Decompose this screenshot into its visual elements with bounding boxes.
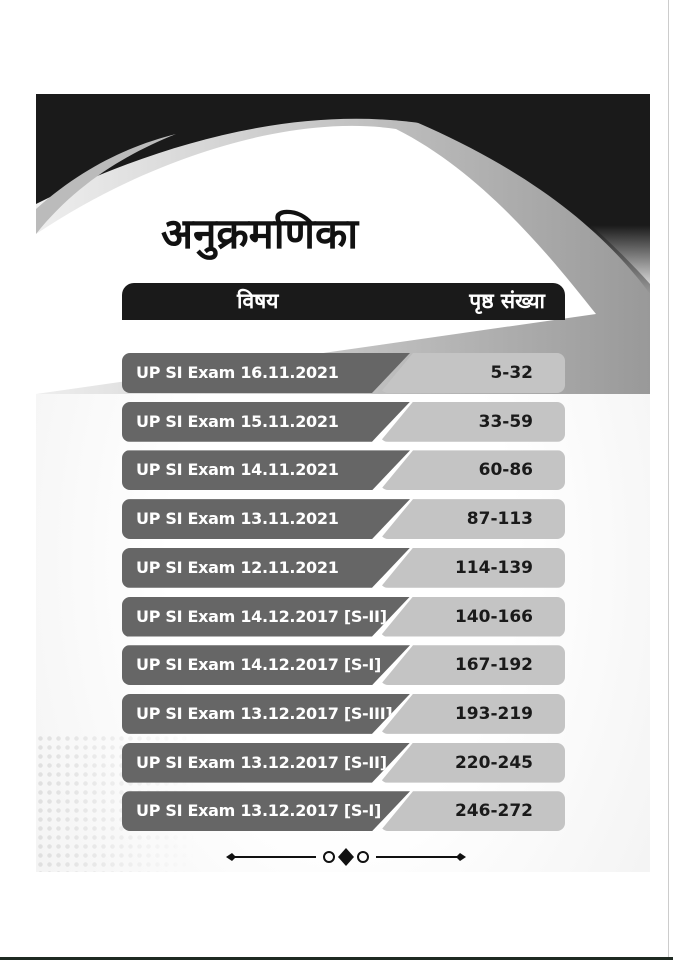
index-row: UP SI Exam 15.11.2021 33-59 [122, 401, 565, 442]
exam-label: UP SI Exam 13.12.2017 [S-II] [122, 742, 410, 783]
exam-label: UP SI Exam 14.11.2021 [122, 450, 410, 491]
pages-cell [380, 645, 565, 686]
page-range: 167-192 [454, 655, 533, 676]
page-range: 246-272 [454, 801, 533, 822]
exam-label: UP SI Exam 12.11.2021 [122, 547, 410, 588]
index-row: UP SI Exam 13.11.2021 87-113 [122, 499, 565, 540]
page-range: 220-245 [454, 752, 533, 773]
header-subject: विषय [237, 289, 279, 313]
pages-cell [380, 693, 565, 734]
pages-cell [380, 791, 565, 832]
page-title: अनुक्रमणिका [161, 209, 359, 258]
pages-cell [380, 353, 565, 393]
table-header: विषय पृष्ठ संख्या [122, 283, 565, 320]
index-row: UP SI Exam 13.12.2017 [S-II] 220-245 [122, 742, 565, 783]
page-range: 193-219 [454, 703, 533, 724]
swoosh-background [36, 94, 650, 394]
exam-label: UP SI Exam 15.11.2021 [122, 401, 410, 442]
pages-cell [380, 401, 565, 442]
index-row: UP SI Exam 16.11.2021 5-32 [122, 353, 565, 393]
exam-label: UP SI Exam 14.12.2017 [S-I] [122, 645, 410, 686]
index-page: अनुक्रमणिका विषय पृष्ठ संख्या UP SI Exam… [36, 94, 650, 872]
index-row: UP SI Exam 13.12.2017 [S-III] 193-219 [122, 693, 565, 734]
exam-label: UP SI Exam 13.12.2017 [S-I] [122, 791, 410, 832]
page-range: 114-139 [454, 557, 533, 578]
header-pages: पृष्ठ संख्या [469, 289, 545, 313]
page-range: 60-86 [478, 460, 533, 481]
pages-cell [380, 596, 565, 637]
page-range: 5-32 [490, 363, 533, 383]
page-edge [668, 0, 669, 960]
pages-cell [380, 499, 565, 540]
index-row: UP SI Exam 14.11.2021 60-86 [122, 450, 565, 491]
index-row: UP SI Exam 12.11.2021 114-139 [122, 547, 565, 588]
bottom-bar [0, 957, 673, 960]
pages-cell [380, 450, 565, 491]
exam-label: UP SI Exam 16.11.2021 [122, 353, 410, 393]
page-range: 87-113 [466, 509, 533, 530]
index-row: UP SI Exam 13.12.2017 [S-I] 246-272 [122, 791, 565, 832]
page-range: 140-166 [454, 606, 533, 627]
page-range: 33-59 [478, 411, 533, 432]
index-row: UP SI Exam 14.12.2017 [S-II] 140-166 [122, 596, 565, 637]
ornament-divider-icon [226, 848, 466, 866]
index-row: UP SI Exam 14.12.2017 [S-I] 167-192 [122, 645, 565, 686]
pages-cell [380, 742, 565, 783]
exam-label: UP SI Exam 13.12.2017 [S-III] [122, 693, 410, 734]
pages-cell [380, 547, 565, 588]
exam-label: UP SI Exam 14.12.2017 [S-II] [122, 596, 410, 637]
exam-label: UP SI Exam 13.11.2021 [122, 499, 410, 540]
